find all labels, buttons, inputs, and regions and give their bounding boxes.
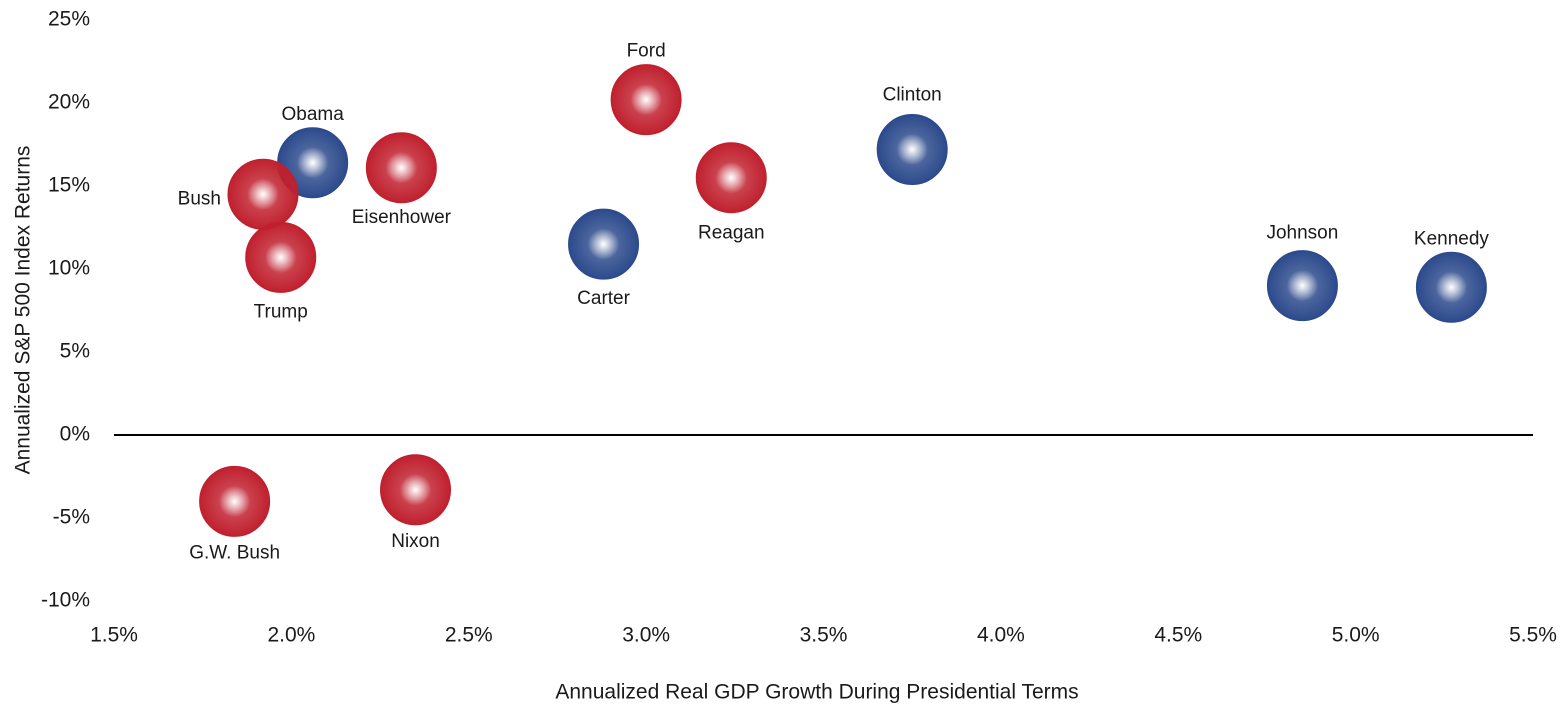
point-label: Ford (627, 41, 666, 62)
x-tick-label: 2.0% (267, 624, 315, 647)
y-tick-label: -5% (53, 506, 90, 529)
x-tick-label: 4.0% (977, 624, 1025, 647)
y-tick-label: 20% (48, 91, 90, 114)
x-tick-label: 2.5% (445, 624, 493, 647)
point (876, 113, 948, 185)
point (610, 64, 682, 136)
point (380, 454, 452, 526)
point-label: Reagan (698, 223, 765, 244)
x-tick-label: 3.0% (622, 624, 670, 647)
point-label: Nixon (391, 531, 440, 552)
point-label: Trump (254, 301, 308, 322)
point-label: G.W. Bush (189, 542, 280, 563)
point-label: Bush (178, 188, 221, 209)
point-label: Obama (282, 104, 345, 125)
point (568, 208, 640, 280)
x-tick-label: 3.5% (800, 624, 848, 647)
point-label: Clinton (883, 84, 942, 105)
x-tick-label: 4.5% (1154, 624, 1202, 647)
point (199, 465, 271, 537)
y-tick-label: 10% (48, 257, 90, 280)
x-axis-label: Annualized Real GDP Growth During Presid… (555, 681, 1078, 704)
point (695, 142, 767, 214)
point (1266, 250, 1338, 322)
point (245, 221, 317, 293)
point-label: Eisenhower (352, 207, 452, 228)
y-axis-label: Annualized S&P 500 Index Returns (12, 146, 35, 475)
point-label: Carter (577, 288, 630, 309)
point-label: Johnson (1266, 223, 1338, 244)
point-label: Kennedy (1414, 228, 1490, 249)
y-tick-label: 0% (60, 423, 90, 446)
point (1415, 251, 1487, 323)
x-tick-label: 5.0% (1332, 624, 1380, 647)
y-tick-label: -10% (41, 589, 90, 612)
point (227, 158, 299, 230)
y-tick-label: 25% (48, 8, 90, 31)
y-tick-label: 5% (60, 340, 90, 363)
x-tick-label: 5.5% (1509, 624, 1557, 647)
y-tick-label: 15% (48, 174, 90, 197)
x-tick-label: 1.5% (90, 624, 138, 647)
point (365, 132, 437, 204)
